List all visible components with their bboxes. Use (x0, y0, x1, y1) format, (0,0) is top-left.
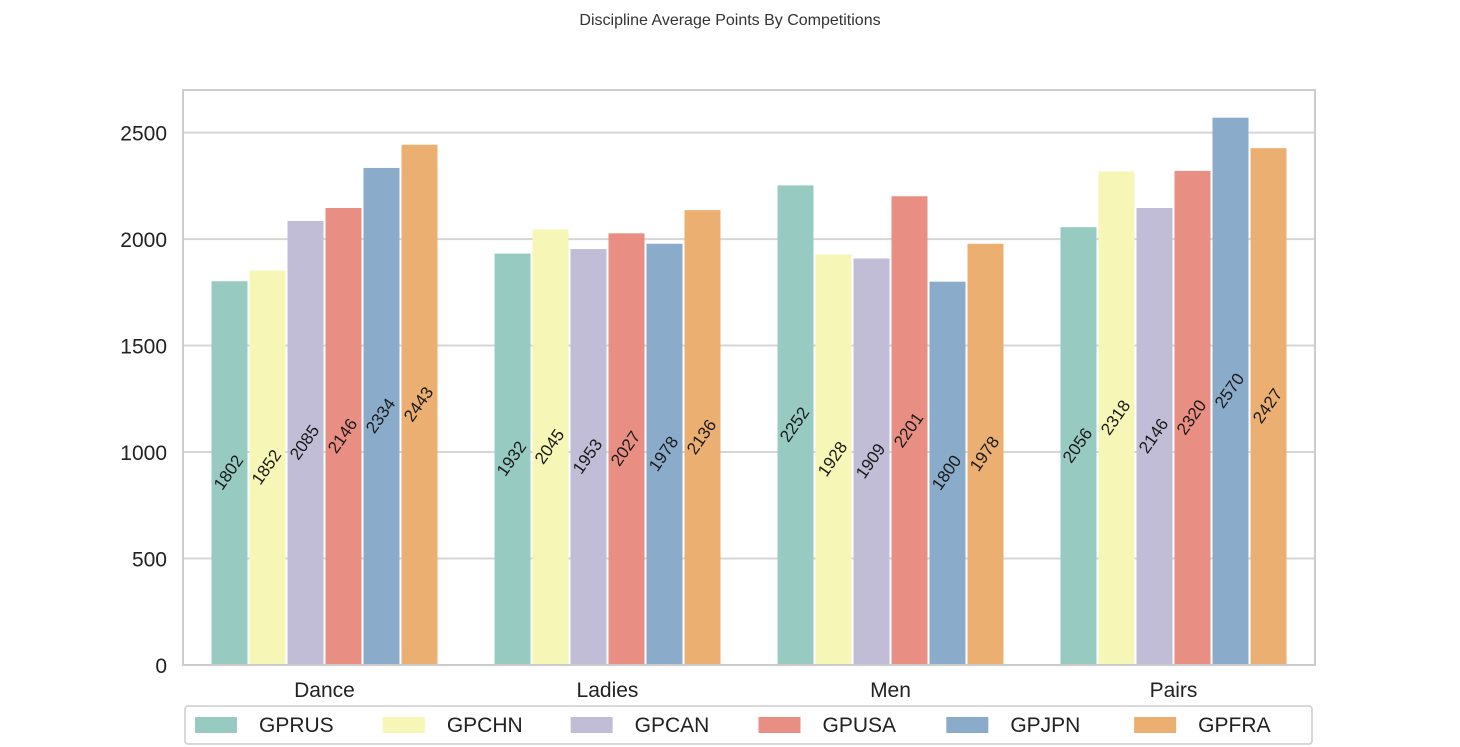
legend-label: GPCAN (635, 714, 710, 737)
y-tick-label: 500 (132, 549, 167, 572)
legend-swatch (1134, 717, 1177, 733)
legend-label: GPCHN (447, 714, 523, 737)
legend-box (184, 705, 1313, 745)
bar (211, 281, 248, 665)
bar (532, 229, 569, 666)
bar (325, 207, 362, 665)
bar (363, 167, 400, 665)
legend-label: GPJPN (1010, 714, 1080, 737)
bar (684, 210, 721, 665)
bar (815, 254, 852, 665)
axes: 0 500 1000 1500 2000 2500 Dance Ladies Men Pairs (120, 89, 1316, 702)
x-tick-label: Dance (294, 679, 355, 702)
bar (853, 258, 890, 665)
bar (777, 185, 814, 665)
legend-swatch (195, 717, 237, 733)
legend-label: GPFRA (1198, 714, 1270, 737)
legend-swatch (570, 717, 613, 733)
bar (1174, 170, 1211, 666)
legend-swatch (758, 717, 801, 733)
legend-swatch (946, 717, 989, 733)
y-tick-label: 2500 (120, 123, 167, 146)
bar (287, 220, 324, 665)
bar (249, 270, 286, 665)
legend-label: GPRUS (259, 714, 334, 737)
x-tick-label: Men (870, 679, 911, 702)
bar (401, 144, 438, 666)
bar (1098, 171, 1135, 665)
bars (211, 117, 1287, 666)
bar (1250, 148, 1287, 665)
y-tick-label: 1000 (120, 442, 167, 465)
bar (929, 281, 966, 665)
y-tick-label: 1500 (120, 336, 167, 359)
bar (1060, 227, 1097, 666)
chart-title: Discipline Average Points By Competition… (579, 12, 881, 29)
bar (570, 249, 607, 666)
bar (608, 233, 645, 665)
bar (494, 253, 531, 666)
legend: GPRUS GPCHN GPCAN GPUSA GPJPN GPFRA (184, 705, 1313, 745)
y-tick-label: 2000 (120, 229, 167, 252)
bar (1212, 117, 1249, 666)
y-tick-label: 0 (155, 655, 167, 678)
bar (967, 243, 1004, 665)
x-tick-label: Ladies (577, 679, 639, 702)
bar (646, 243, 683, 665)
x-tick-label: Pairs (1150, 679, 1198, 702)
plot-frame (182, 89, 1316, 666)
legend-swatch (382, 717, 425, 733)
legend-label: GPUSA (823, 714, 897, 737)
bar (1136, 207, 1173, 665)
bar (891, 196, 928, 665)
